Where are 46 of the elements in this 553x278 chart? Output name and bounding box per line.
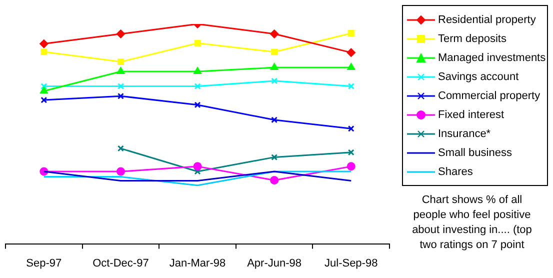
point <box>117 92 124 100</box>
point <box>194 40 201 46</box>
point <box>270 63 278 70</box>
legend-label: Savings account <box>438 70 519 82</box>
point <box>40 82 48 90</box>
legend-label: Term deposits <box>438 32 506 44</box>
legend-label: Shares <box>438 166 473 178</box>
point <box>271 116 278 124</box>
legend-label: Managed investments <box>438 52 546 64</box>
legend-label: Residential property <box>438 14 536 26</box>
point <box>116 167 125 176</box>
legend-label: Small business <box>438 146 512 158</box>
x-tick-label: Jul-Sep-98 <box>324 257 378 270</box>
point <box>348 125 354 132</box>
point <box>348 82 354 90</box>
point <box>346 162 356 171</box>
x-tick-label: Jan-Mar-98 <box>169 257 226 270</box>
point <box>271 48 278 56</box>
x-tick-label: Apr-Jun-98 <box>247 257 302 270</box>
point <box>117 82 124 90</box>
x-tick-label: Oct-Dec-97 <box>92 257 149 270</box>
point <box>40 48 48 56</box>
text: Chart shows % of all people who feel positive about investing in.... (top two ratings on 7 point <box>411 193 533 253</box>
point <box>116 67 124 74</box>
point <box>347 63 355 70</box>
point <box>117 145 124 152</box>
legend-label: Fixed interest <box>438 108 504 120</box>
point <box>116 30 125 38</box>
point <box>194 67 202 74</box>
point <box>194 82 201 90</box>
point <box>271 78 278 84</box>
point <box>348 149 354 156</box>
point <box>348 30 354 36</box>
legend-label: Insurance* <box>438 128 491 140</box>
x-tick-label: Sep-97 <box>26 257 62 270</box>
point <box>346 48 356 57</box>
point <box>270 176 279 185</box>
point <box>270 30 279 38</box>
point <box>40 40 48 48</box>
point <box>117 58 124 66</box>
point <box>193 162 202 171</box>
point <box>40 86 48 94</box>
point <box>271 154 278 160</box>
point <box>40 96 48 104</box>
point <box>194 102 201 108</box>
legend-label: Commercial property <box>438 90 540 102</box>
